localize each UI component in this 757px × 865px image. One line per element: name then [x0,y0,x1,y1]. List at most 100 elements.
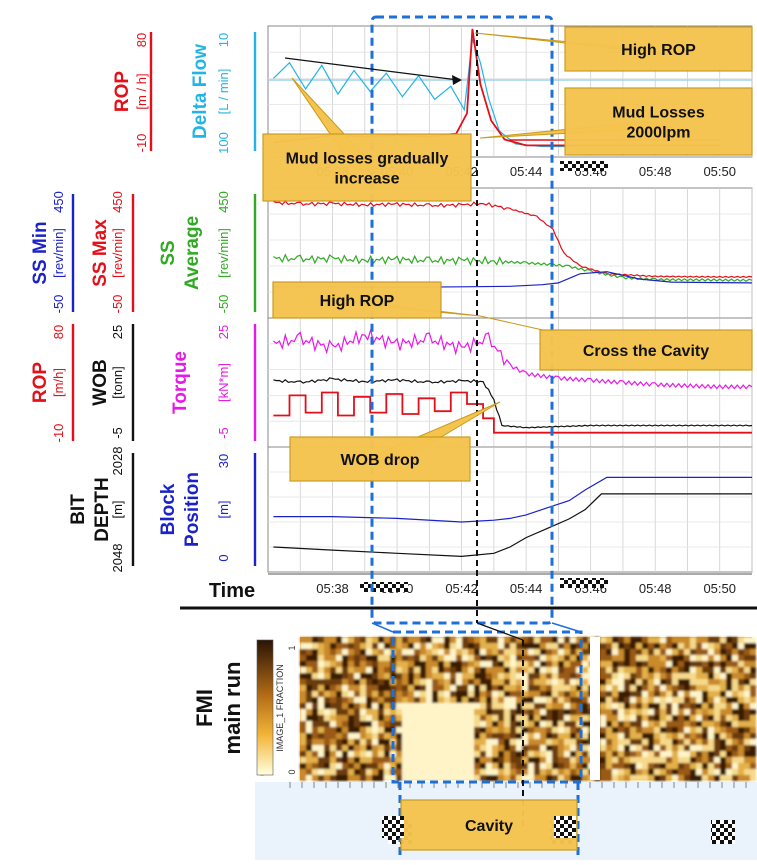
fmi-pixel [612,727,618,733]
fmi-pixel [708,751,714,757]
fmi-pixel [612,745,618,751]
fmi-pixel [414,757,420,763]
fmi-pixel [468,745,474,751]
fmi-pixel [348,661,354,667]
fmi-pixel [324,769,330,775]
fmi-pixel [528,721,534,727]
fmi-pixel [324,643,330,649]
fmi-pixel [324,715,330,721]
fmi-pixel [582,643,588,649]
fmi-pixel [492,757,498,763]
fmi-pixel [480,769,486,775]
fmi-pixel [672,685,678,691]
fmi-axis-max: 1 [287,645,297,650]
fmi-pixel [744,769,750,775]
fmi-pixel [636,727,642,733]
fmi-pixel [306,643,312,649]
fmi-pixel [606,739,612,745]
fmi-pixel [672,661,678,667]
fmi-pixel [672,775,678,781]
fmi-pixel [720,697,726,703]
fmi-pixel [456,775,462,781]
fmi-pixel [576,703,582,709]
fmi-pixel [438,697,444,703]
fmi-pixel [582,763,588,769]
axis-unit: [m] [110,500,125,518]
fmi-pixel [528,715,534,721]
cavity-checker [554,816,576,838]
fmi-pixel [480,649,486,655]
fmi-pixel [714,769,720,775]
fmi-pixel [714,697,720,703]
fmi-pixel [468,775,474,781]
fmi-pixel [552,691,558,697]
fmi-pixel [612,775,618,781]
fmi-pixel [744,643,750,649]
fmi-pixel [462,721,468,727]
fmi-pixel [450,769,456,775]
fmi-pixel [300,637,306,643]
fmi-pixel [708,637,714,643]
fmi-pixel [474,757,480,763]
fmi-pixel [378,769,384,775]
fmi-pixel [612,721,618,727]
fmi-pixel [744,745,750,751]
fmi-pixel [420,703,426,709]
fmi-pixel [450,757,456,763]
fmi-pixel [618,721,624,727]
fmi-pixel [360,775,366,781]
fmi-pixel [432,739,438,745]
fmi-pixel [324,637,330,643]
fmi-pixel [438,739,444,745]
fmi-pixel [348,733,354,739]
fmi-pixel [546,775,552,781]
fmi-pixel [336,685,342,691]
fmi-pixel [612,697,618,703]
time-tick-upper: 05:44 [510,164,543,179]
fmi-pixel [564,751,570,757]
fmi-pixel [300,703,306,709]
fmi-pixel [372,745,378,751]
fmi-pixel [696,751,702,757]
fmi-pixel [342,751,348,757]
fmi-pixel [600,739,606,745]
fmi-pixel [630,643,636,649]
fmi-pixel [684,775,690,781]
fmi-pixel [462,685,468,691]
fmi-pixel [426,733,432,739]
fmi-pixel [444,685,450,691]
fmi-pixel [384,715,390,721]
fmi-pixel [324,775,330,781]
fmi-pixel [582,661,588,667]
fmi-pixel [492,745,498,751]
fmi-pixel [372,691,378,697]
fmi-pixel [474,679,480,685]
fmi-pixel [420,661,426,667]
fmi-pixel [600,685,606,691]
fmi-pixel [324,727,330,733]
fmi-pixel [444,745,450,751]
fmi-pixel [330,661,336,667]
fmi-pixel [552,757,558,763]
fmi-pixel [318,637,324,643]
fmi-pixel [726,769,732,775]
fmi-pixel [438,643,444,649]
fmi-pixel [570,721,576,727]
fmi-pixel [678,715,684,721]
fmi-pixel [312,655,318,661]
fmi-pixel [552,643,558,649]
fmi-pixel [558,769,564,775]
fmi-pixel [528,637,534,643]
fmi-pixel [738,685,744,691]
fmi-pixel [558,763,564,769]
fmi-pixel [474,739,480,745]
depth-checker [711,820,735,844]
fmi-pixel [318,649,324,655]
fmi-pixel [528,673,534,679]
fmi-pixel [312,685,318,691]
fmi-pixel [330,733,336,739]
fmi-pixel [456,661,462,667]
fmi-pixel [444,649,450,655]
fmi-pixel [690,757,696,763]
